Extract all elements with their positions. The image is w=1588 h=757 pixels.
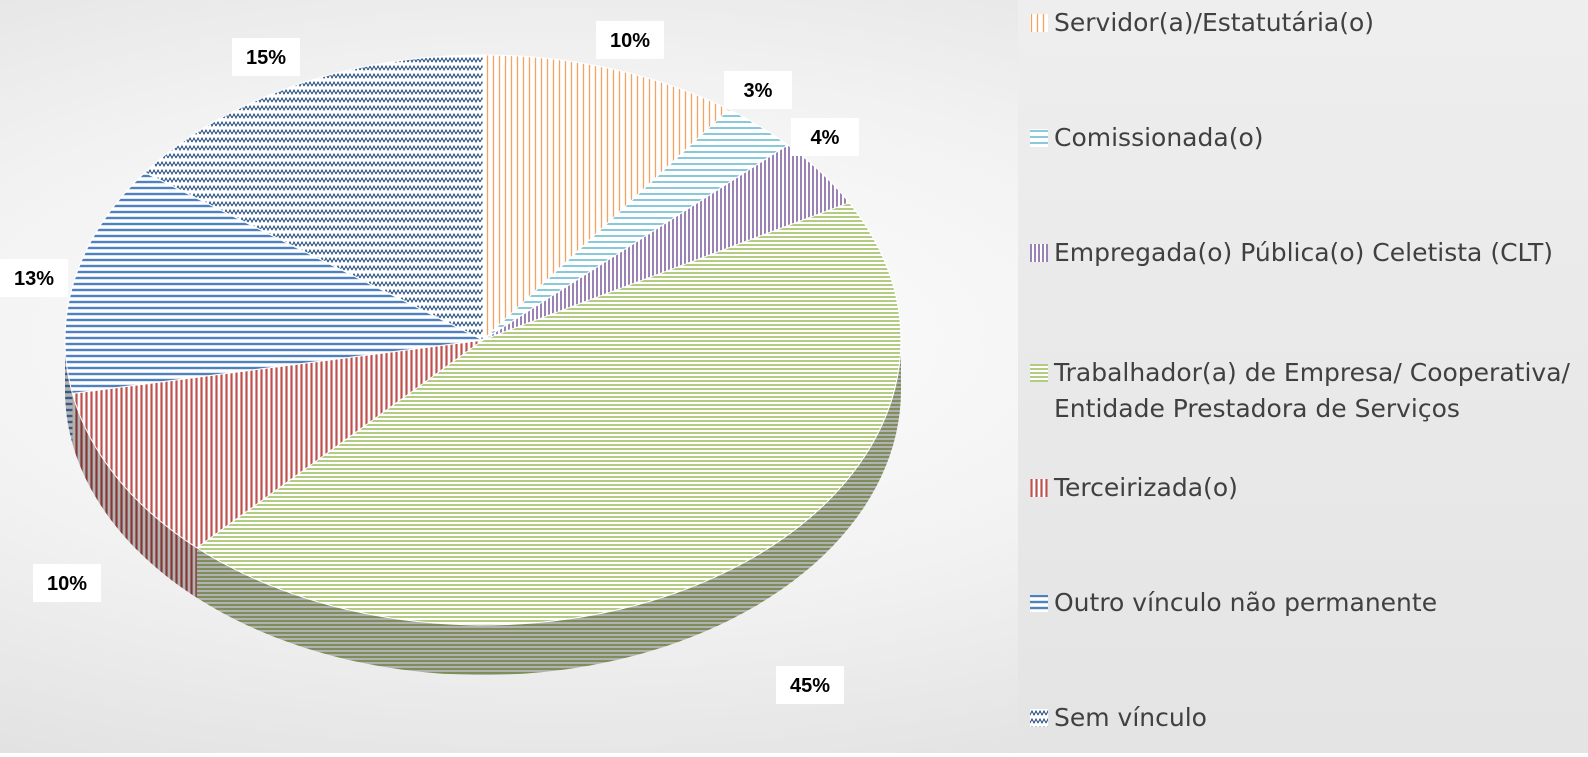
legend-item: Comissionada(o) xyxy=(1030,120,1580,156)
slice xyxy=(143,54,484,341)
legend-label: Sem vínculo xyxy=(1054,703,1207,732)
legend-label: Outro vínculo não permanente xyxy=(1054,588,1438,617)
legend-swatch xyxy=(1030,594,1048,612)
slice-side-shade xyxy=(65,340,73,444)
slice-side xyxy=(72,393,197,598)
data-label: 4% xyxy=(811,127,840,149)
legend-label: Terceirizada(o) xyxy=(1054,473,1238,502)
legend-swatch xyxy=(1030,364,1048,382)
slice-side xyxy=(196,340,901,675)
legend-swatch xyxy=(1030,479,1048,497)
data-label-box xyxy=(596,21,664,59)
legend-swatch xyxy=(1030,709,1048,727)
legend-item: Servidor(a)/Estatutária(o) xyxy=(1030,5,1580,41)
data-label: 13% xyxy=(14,268,54,290)
legend-item: Outro vínculo não permanente xyxy=(1030,585,1580,621)
slice xyxy=(195,202,902,626)
data-label: 45% xyxy=(790,675,830,697)
slice xyxy=(482,54,730,342)
slice xyxy=(71,339,484,549)
legend-swatch xyxy=(1030,129,1048,147)
legend-label: Trabalhador(a) de Empresa/ Cooperativa/ … xyxy=(1054,358,1570,423)
slice-side-shade xyxy=(72,393,197,598)
slice xyxy=(64,171,485,394)
data-label-box xyxy=(776,666,844,704)
legend-label: Comissionada(o) xyxy=(1054,123,1264,152)
legend-item: Sem vínculo xyxy=(1030,700,1580,736)
data-label: 15% xyxy=(246,47,286,69)
data-label: 10% xyxy=(47,573,87,595)
pie-area: 10% 3% 4% 45% 10% 13% 15% xyxy=(0,21,902,704)
legend-swatch xyxy=(1030,14,1048,32)
data-label-box xyxy=(0,259,68,297)
legend-item: Empregada(o) Pública(o) Celetista (CLT) xyxy=(1030,235,1580,271)
legend-swatch xyxy=(1030,244,1048,262)
legend-label: Servidor(a)/Estatutária(o) xyxy=(1054,8,1375,37)
data-label-box xyxy=(724,71,792,109)
data-label-box xyxy=(232,38,300,76)
legend: Servidor(a)/Estatutária(o) Comissionada(o… xyxy=(1018,0,1588,753)
legend-item: Terceirizada(o) xyxy=(1030,470,1580,506)
legend-item: Trabalhador(a) de Empresa/ Cooperativa/ … xyxy=(1030,355,1580,427)
pie-sides xyxy=(65,340,901,675)
data-label: 10% xyxy=(610,30,650,52)
legend-label: Empregada(o) Pública(o) Celetista (CLT) xyxy=(1054,238,1554,267)
data-label-box xyxy=(33,564,101,602)
slice-side-shade xyxy=(196,340,901,675)
slice-side xyxy=(65,340,73,444)
data-label: 3% xyxy=(744,80,773,102)
slice xyxy=(482,108,789,341)
data-label-box xyxy=(791,118,859,156)
